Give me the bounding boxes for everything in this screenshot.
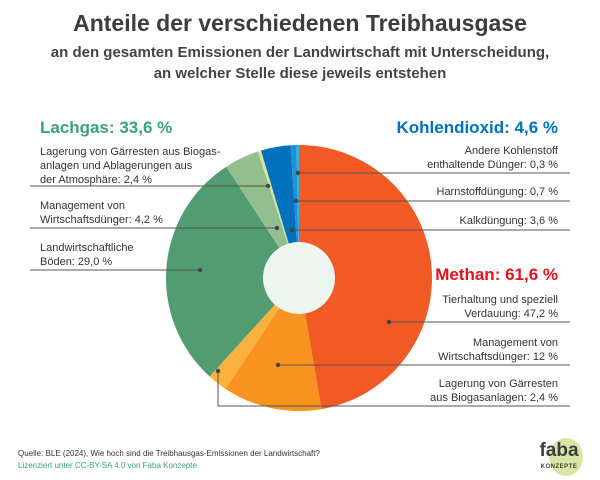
logo-word: faba: [539, 440, 579, 461]
logo-blob: [549, 438, 583, 476]
group-label-kohlendioxid: Kohlendioxid: 4,6 %: [396, 118, 558, 137]
label-line: Lagerung von Gärresten aus Biogas-: [40, 146, 221, 158]
chart-subtitle-line1: an den gesamten Emissionen der Landwirts…: [50, 44, 550, 61]
label-line: Management von: [40, 200, 125, 212]
slice-label-methan-management: Management von Wirtschaftsdünger: 12 %: [438, 336, 558, 364]
pie-center-hole: [263, 242, 335, 314]
slice-label-boeden: Landwirtschaftliche Böden: 29,0 %: [40, 241, 134, 269]
label-line: Böden: 29,0 %: [40, 256, 113, 268]
pie-slice: [165, 166, 299, 377]
label-line: Verdauung: 47,2 %: [464, 308, 558, 320]
pie-slice: [226, 151, 299, 278]
label-line: Wirtschaftsdünger: 4,2 %: [40, 214, 163, 226]
slice-label-harnstoff: Harnstoffdüngung: 0,7 %: [436, 186, 559, 198]
label-line: Tierhaltung und speziell: [442, 294, 558, 306]
faba-logo: faba KONZEPTE: [535, 438, 583, 478]
leader-lines: [30, 172, 570, 407]
chart-subtitle-line2: an welcher Stelle diese jeweils entstehe…: [153, 65, 447, 82]
label-line: Lagerung von Gärresten: [438, 378, 558, 390]
label-line: Landwirtschaftliche: [40, 242, 134, 254]
slice-label-lachgas-lagerung: Lagerung von Gärresten aus Biogas- anlag…: [40, 145, 220, 187]
slice-label-methan-lagerung: Lagerung von Gärresten aus Biogasanlagen…: [430, 377, 558, 405]
label-line: anlagen und Ablagerungen aus: [40, 160, 193, 172]
label-line: enthaltende Dünger: 0,3 %: [427, 159, 558, 171]
chart-title: Anteile der verschiedenen Treibhausgase: [73, 10, 527, 36]
group-label-methan: Methan: 61,6 %: [435, 265, 558, 284]
label-line: Wirtschaftsdünger: 12 %: [438, 351, 558, 363]
label-line: Management von: [473, 337, 558, 349]
label-line: Andere Kohlenstoff: [464, 145, 558, 157]
leader-dots: [197, 170, 392, 374]
label-line: der Atmosphäre: 2,4 %: [40, 174, 152, 186]
slice-label-tierhaltung: Tierhaltung und speziell Verdauung: 47,2…: [442, 293, 558, 321]
source-note: Quelle: BLE (2024), Wie hoch sind die Tr…: [18, 449, 320, 458]
label-line: aus Biogasanlagen: 2,4 %: [430, 392, 558, 404]
logo-sub: KONZEPTE: [540, 464, 578, 470]
pie-slice: [299, 145, 433, 410]
leader-line: [217, 371, 570, 407]
slice-label-lachgas-management: Management von Wirtschaftsdünger: 4,2 %: [40, 199, 163, 227]
group-label-lachgas: Lachgas: 33,6 %: [40, 118, 173, 137]
slice-label-andere-duenger: Andere Kohlenstoff enthaltende Dünger: 0…: [427, 144, 558, 172]
license-note[interactable]: Lizenziert unter CC-BY-SA 4.0 von Faba K…: [18, 461, 197, 470]
slice-label-kalk: Kalkdüngung: 3,6 %: [459, 215, 558, 227]
